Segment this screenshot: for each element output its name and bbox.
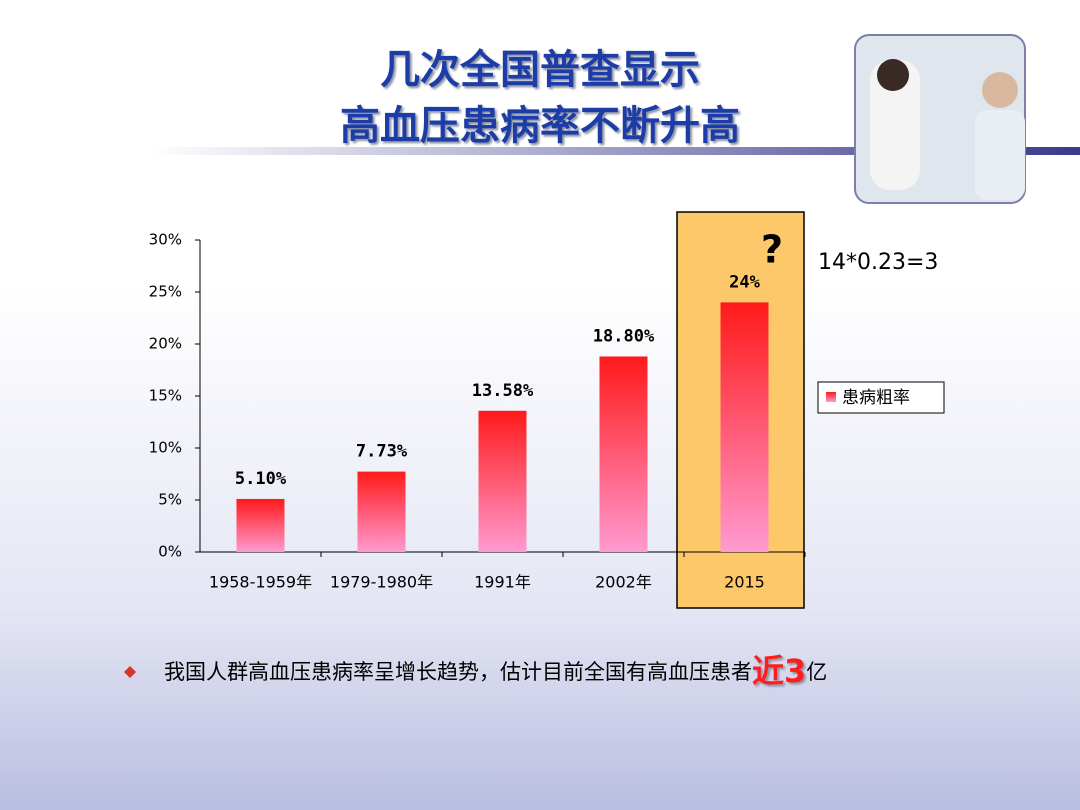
- y-tick-label: 10%: [149, 439, 182, 457]
- x-tick-label: 2015: [724, 573, 765, 592]
- value-label: 13.58%: [472, 381, 534, 401]
- annotation: 14*0.23=3: [818, 250, 938, 275]
- value-label: 7.73%: [356, 442, 408, 462]
- title-rule: [150, 147, 1080, 155]
- x-tick-label: 2002年: [595, 573, 652, 592]
- bar: [720, 302, 769, 552]
- bar: [236, 498, 285, 552]
- bullet-main: 我国人群高血压患病率呈增长趋势，估计目前全国有高血压患者: [164, 660, 752, 684]
- bar: [357, 471, 406, 552]
- bar: [478, 410, 527, 552]
- x-tick-label: 1958-1959年: [209, 573, 312, 592]
- legend-swatch: [826, 392, 836, 402]
- bullet-highlight: 近3: [752, 652, 806, 690]
- photo: [854, 34, 1026, 204]
- bullet-suffix: 亿: [806, 660, 827, 684]
- annotation: ?: [761, 228, 783, 272]
- y-tick-label: 0%: [158, 543, 182, 561]
- bullet-marker: [124, 666, 136, 678]
- legend-label: 患病粗率: [842, 388, 910, 408]
- bar: [599, 356, 648, 552]
- value-label: 5.10%: [235, 469, 287, 489]
- title: 几次全国普查显示: [380, 47, 700, 93]
- y-tick-label: 5%: [158, 491, 182, 509]
- y-tick-label: 20%: [149, 335, 182, 353]
- y-tick-label: 25%: [149, 283, 182, 301]
- y-tick-label: 15%: [149, 387, 182, 405]
- legend: 患病粗率: [817, 381, 945, 414]
- bullet-text: 我国人群高血压患病率呈增长趋势，估计目前全国有高血压患者近3亿: [164, 652, 827, 690]
- value-label: 24%: [729, 272, 760, 292]
- legend-box: [817, 381, 945, 414]
- x-tick-label: 1979-1980年: [330, 573, 433, 592]
- y-tick-label: 30%: [149, 231, 182, 249]
- value-label: 18.80%: [593, 326, 655, 346]
- subtitle: 高血压患病率不断升高: [340, 103, 740, 149]
- x-tick-label: 1991年: [474, 573, 531, 592]
